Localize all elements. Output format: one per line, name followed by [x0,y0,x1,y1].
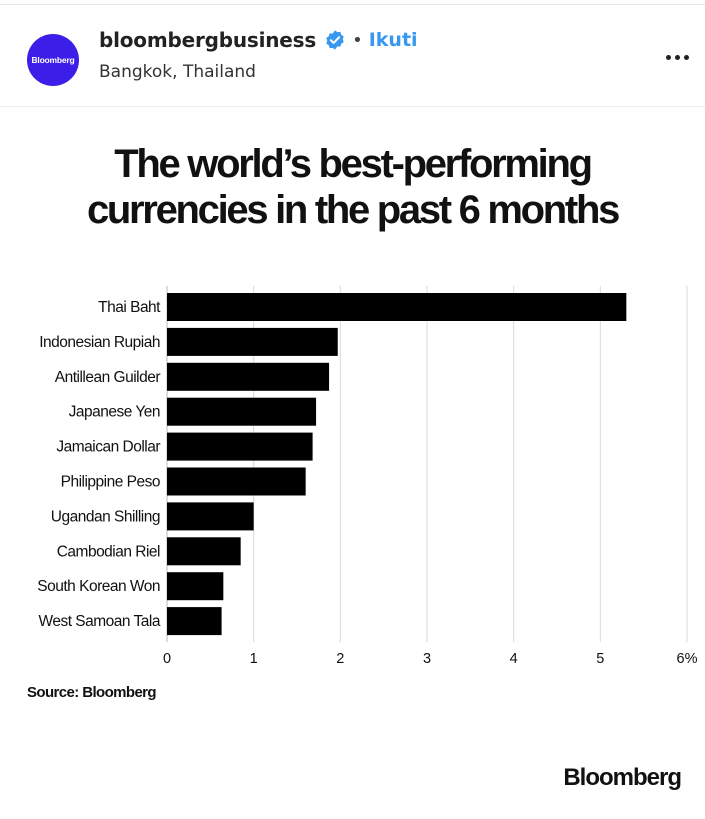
chart-title-line-1: The world’s best-performing [114,142,593,186]
category-label: Ugandan Shilling [51,508,160,525]
bar [167,397,317,426]
more-dot [684,54,689,60]
bar [167,467,306,496]
more-dot [666,54,671,60]
x-tick-label: 1 [250,651,258,667]
separator-dot: • [352,29,363,51]
bar [167,362,330,391]
bar-chart: Thai Baht Indonesian Rupiah Antillean Guil… [37,286,698,667]
more-dot [675,54,680,60]
category-label: West Samoan Tala [38,613,160,630]
chart-container: Thai Baht Indonesian Rupiah Antillean Guil… [0,280,705,680]
x-tick-label: 4 [510,651,518,667]
avatar[interactable]: Bloomberg [27,34,79,86]
bar [167,293,627,321]
category-label: Thai Baht [98,299,161,316]
more-horizontal-icon[interactable] [666,49,694,65]
x-tick-label: 0 [163,651,171,667]
follow-button[interactable]: Ikuti [368,29,418,51]
category-label: Japanese Yen [69,404,160,421]
category-label: Jamaican Dollar [56,439,160,456]
x-tick-label: 3 [423,651,431,667]
bar [167,327,338,356]
top-divider [0,4,705,5]
category-label: Indonesian Rupiah [39,334,160,351]
bar [167,502,254,531]
verified-badge-icon [324,29,346,51]
x-tick-label: 5 [596,651,604,667]
bar [167,572,224,601]
account-name[interactable]: bloombergbusiness [99,28,317,52]
bar [167,607,222,636]
avatar-logo-text: Bloomberg [31,55,75,65]
category-label: South Korean Won [37,578,160,595]
category-label: Antillean Guilder [55,369,161,386]
bar [167,432,313,461]
x-tick-label: 2 [336,651,344,667]
chart-title: The world’s best-performing currencies i… [0,141,705,233]
account-row: bloombergbusiness • Ikuti [99,28,418,52]
location-link[interactable]: Bangkok, Thailand [99,62,256,82]
bloomberg-logo: Bloomberg [563,764,682,791]
category-label: Cambodian Riel [57,543,160,560]
bar [167,537,241,566]
category-label: Philippine Peso [61,474,160,491]
x-tick-label: 6% [677,651,698,667]
chart-title-line-2: currencies in the past 6 months [86,188,620,232]
source-note: Source: Bloomberg [27,684,157,701]
post-header: Bloomberg bloombergbusiness • Ikuti Bang… [0,6,705,107]
